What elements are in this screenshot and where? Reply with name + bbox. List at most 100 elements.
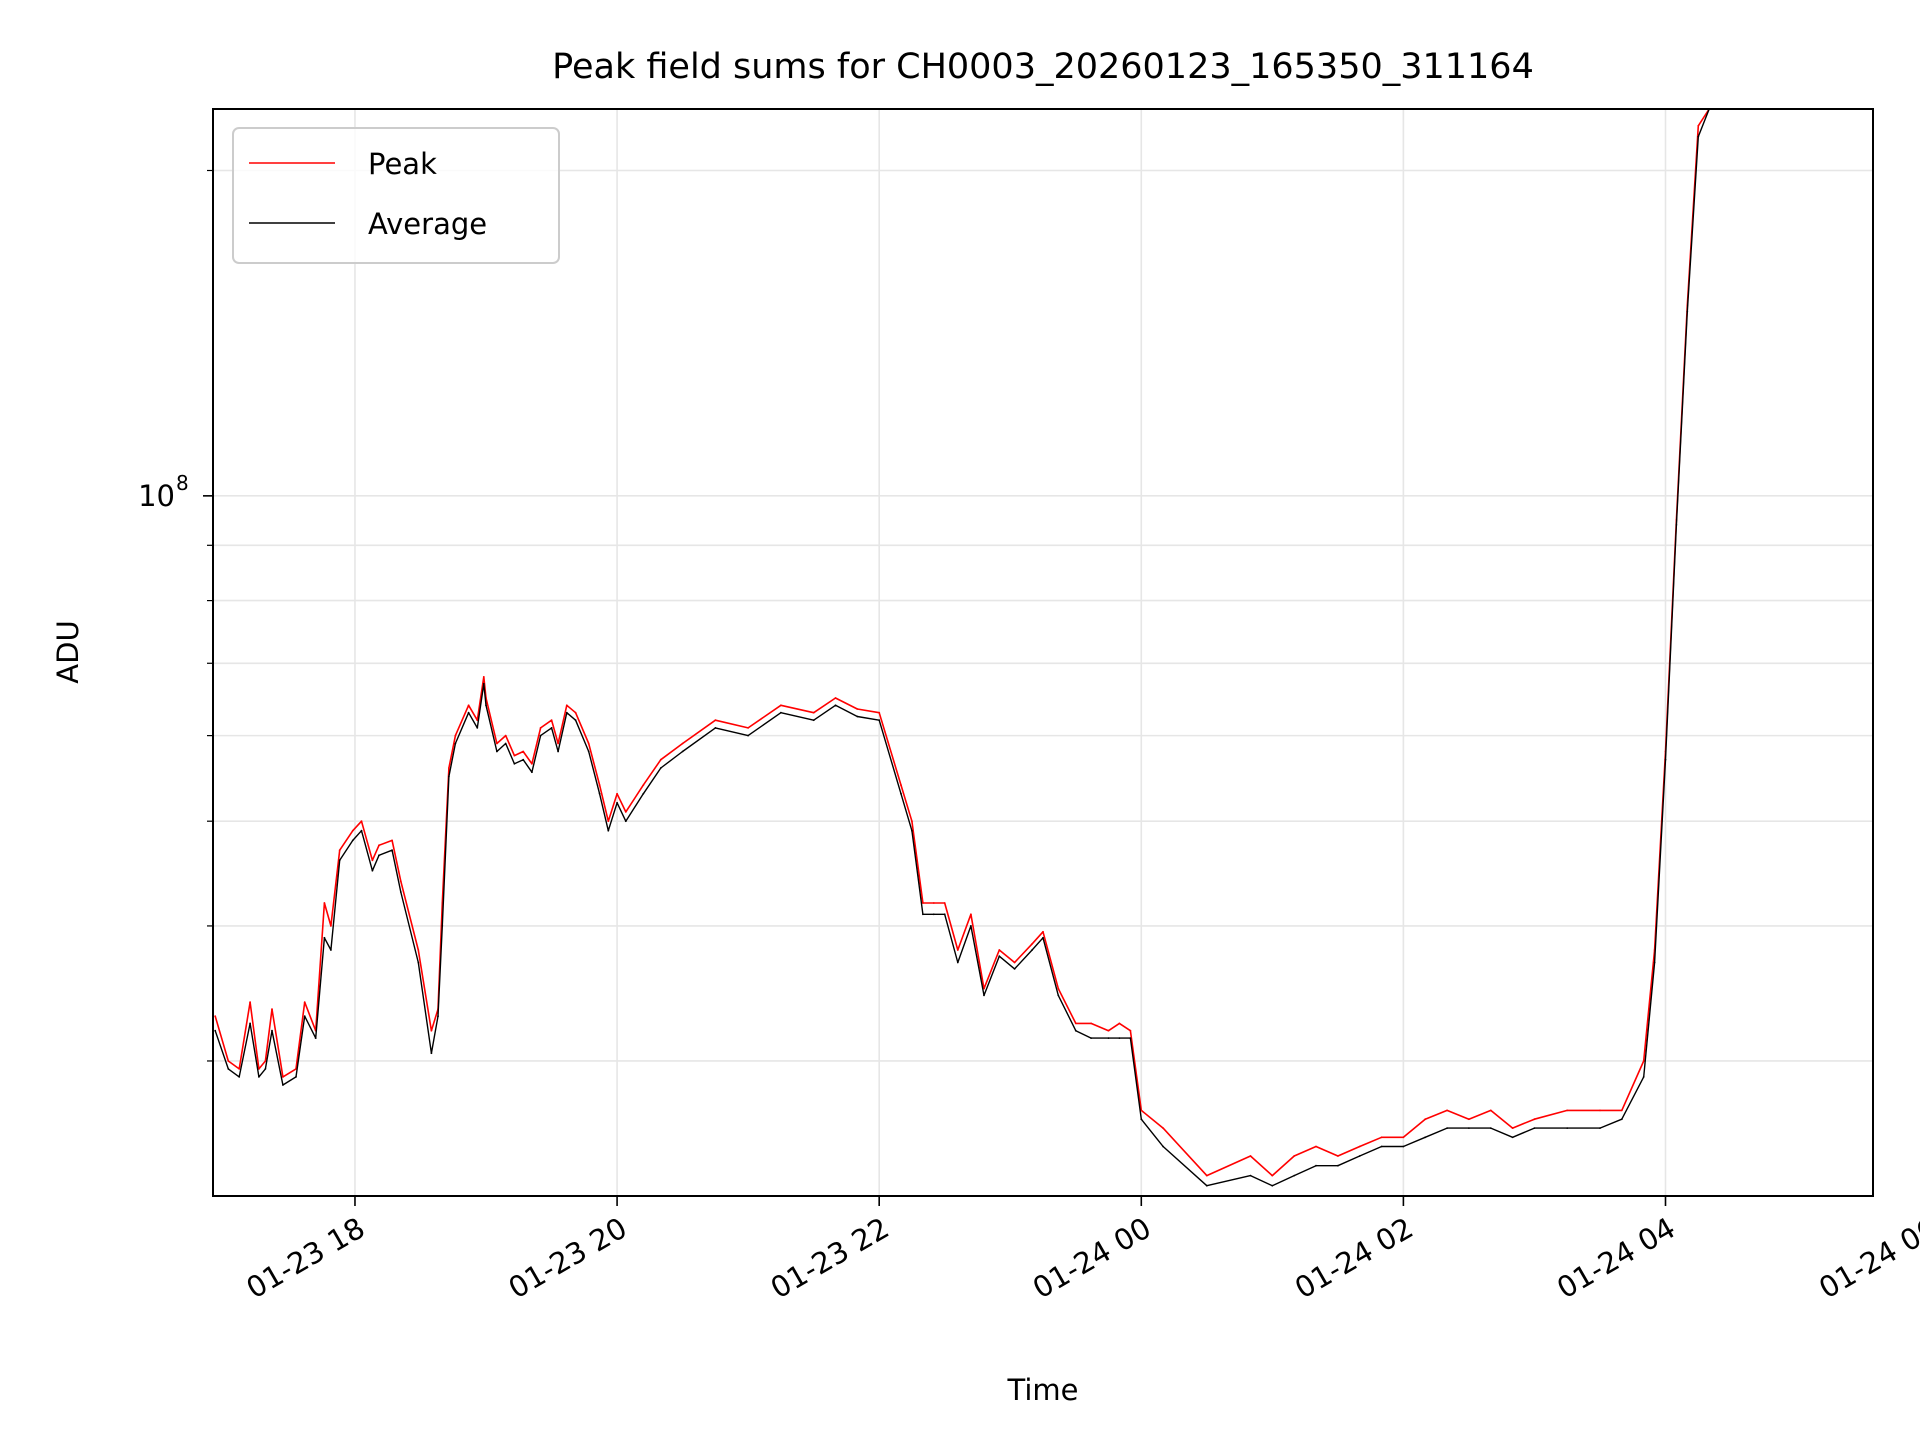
- data-point-peak: [1205, 1174, 1208, 1177]
- data-point-peak: [1057, 987, 1060, 990]
- data-point-peak: [642, 784, 645, 786]
- data-point-average: [1107, 1037, 1110, 1039]
- data-point-average: [1057, 994, 1060, 997]
- data-point-peak: [417, 949, 420, 951]
- data-point-average: [616, 801, 618, 804]
- data-point-peak: [956, 949, 959, 951]
- data-point-average: [1664, 758, 1667, 761]
- data-point-average: [314, 1037, 317, 1039]
- data-point-average: [1697, 135, 1700, 138]
- data-point-average: [513, 762, 516, 765]
- data-point-peak: [399, 880, 402, 883]
- data-point-peak: [983, 987, 985, 990]
- data-point-peak: [264, 1060, 267, 1062]
- data-point-average: [303, 1015, 306, 1018]
- data-point-average: [430, 1052, 433, 1055]
- data-point-peak: [1271, 1174, 1274, 1177]
- data-point-average: [1533, 1127, 1536, 1129]
- data-point-average: [214, 1029, 217, 1032]
- data-point-peak: [856, 708, 859, 710]
- data-point-peak: [1424, 1118, 1427, 1121]
- data-point-average: [1315, 1164, 1317, 1167]
- data-point-peak: [539, 727, 542, 729]
- data-point-peak: [1074, 1022, 1077, 1025]
- data-point-average: [1446, 1127, 1448, 1129]
- data-point-average: [391, 849, 393, 852]
- data-point-peak: [1249, 1155, 1252, 1157]
- data-point-average: [607, 829, 610, 832]
- data-point-peak: [330, 925, 332, 927]
- data-point-peak: [522, 750, 525, 753]
- data-point-average: [900, 792, 902, 795]
- data-point-average: [1042, 936, 1044, 939]
- data-point-peak: [943, 902, 946, 904]
- data-point-average: [1380, 1145, 1383, 1148]
- data-point-average: [642, 792, 645, 795]
- data-point-peak: [998, 949, 1001, 951]
- data-point-average: [587, 750, 590, 753]
- data-point-average: [681, 750, 684, 753]
- data-point-average: [878, 719, 881, 722]
- data-point-average: [482, 682, 485, 685]
- data-point-average: [1686, 310, 1689, 313]
- data-point-average: [714, 727, 717, 729]
- data-point-peak: [1107, 1029, 1110, 1032]
- data-point-average: [282, 1084, 284, 1086]
- data-point-peak: [1337, 1155, 1339, 1157]
- data-point-peak: [1511, 1127, 1514, 1129]
- data-point-average: [812, 719, 815, 722]
- data-point-peak: [1293, 1155, 1296, 1157]
- data-point-peak: [1090, 1022, 1092, 1025]
- data-point-peak: [391, 839, 393, 842]
- data-point-peak: [482, 676, 485, 678]
- data-point-average: [1358, 1155, 1361, 1157]
- data-point-average: [834, 704, 837, 707]
- data-point-peak: [258, 1068, 260, 1070]
- data-point-average: [271, 1029, 273, 1032]
- data-point-peak: [430, 1029, 433, 1032]
- data-point-average: [659, 767, 662, 769]
- data-point-peak: [1380, 1136, 1383, 1139]
- x-axis-label: Time: [1007, 1373, 1079, 1407]
- data-point-average: [1599, 1127, 1601, 1129]
- data-point-average: [399, 891, 402, 893]
- data-point-average: [539, 734, 542, 737]
- data-point-peak: [878, 711, 881, 714]
- data-point-average: [258, 1076, 260, 1078]
- data-point-peak: [557, 742, 559, 745]
- data-point-peak: [1620, 1109, 1623, 1112]
- data-point-peak: [1468, 1118, 1470, 1121]
- data-point-average: [1293, 1174, 1296, 1177]
- data-point-peak: [932, 902, 935, 904]
- data-point-average: [911, 829, 913, 832]
- data-point-peak: [1533, 1118, 1536, 1121]
- data-point-average: [1489, 1127, 1492, 1129]
- data-point-average: [1140, 1118, 1143, 1121]
- series-layer: [214, 109, 1721, 1187]
- data-point-peak: [1042, 930, 1044, 933]
- data-point-average: [371, 869, 374, 872]
- data-point-average: [943, 913, 946, 916]
- data-point-peak: [504, 734, 507, 737]
- data-point-average: [557, 750, 559, 753]
- data-point-peak: [1642, 1060, 1645, 1062]
- data-point-peak: [607, 820, 610, 823]
- data-point-average: [598, 792, 601, 795]
- data-point-peak: [448, 767, 450, 769]
- data-point-average: [1642, 1076, 1645, 1078]
- data-point-peak: [714, 719, 717, 722]
- plot-frame: [212, 108, 1874, 1197]
- y-tick-label-base: 10: [138, 479, 175, 513]
- data-point-average: [454, 742, 457, 745]
- data-point-peak: [513, 754, 516, 757]
- data-point-average: [998, 955, 1001, 958]
- data-point-peak: [681, 742, 684, 745]
- y-tick-label-exponent: 8: [176, 471, 189, 495]
- data-point-average: [856, 715, 859, 718]
- data-point-peak: [454, 734, 457, 737]
- data-point-average: [1402, 1145, 1405, 1148]
- chart-title: Peak field sums for CH0003_20260123_1653…: [552, 47, 1534, 87]
- data-point-peak: [378, 844, 380, 847]
- data-point-average: [1118, 1037, 1121, 1039]
